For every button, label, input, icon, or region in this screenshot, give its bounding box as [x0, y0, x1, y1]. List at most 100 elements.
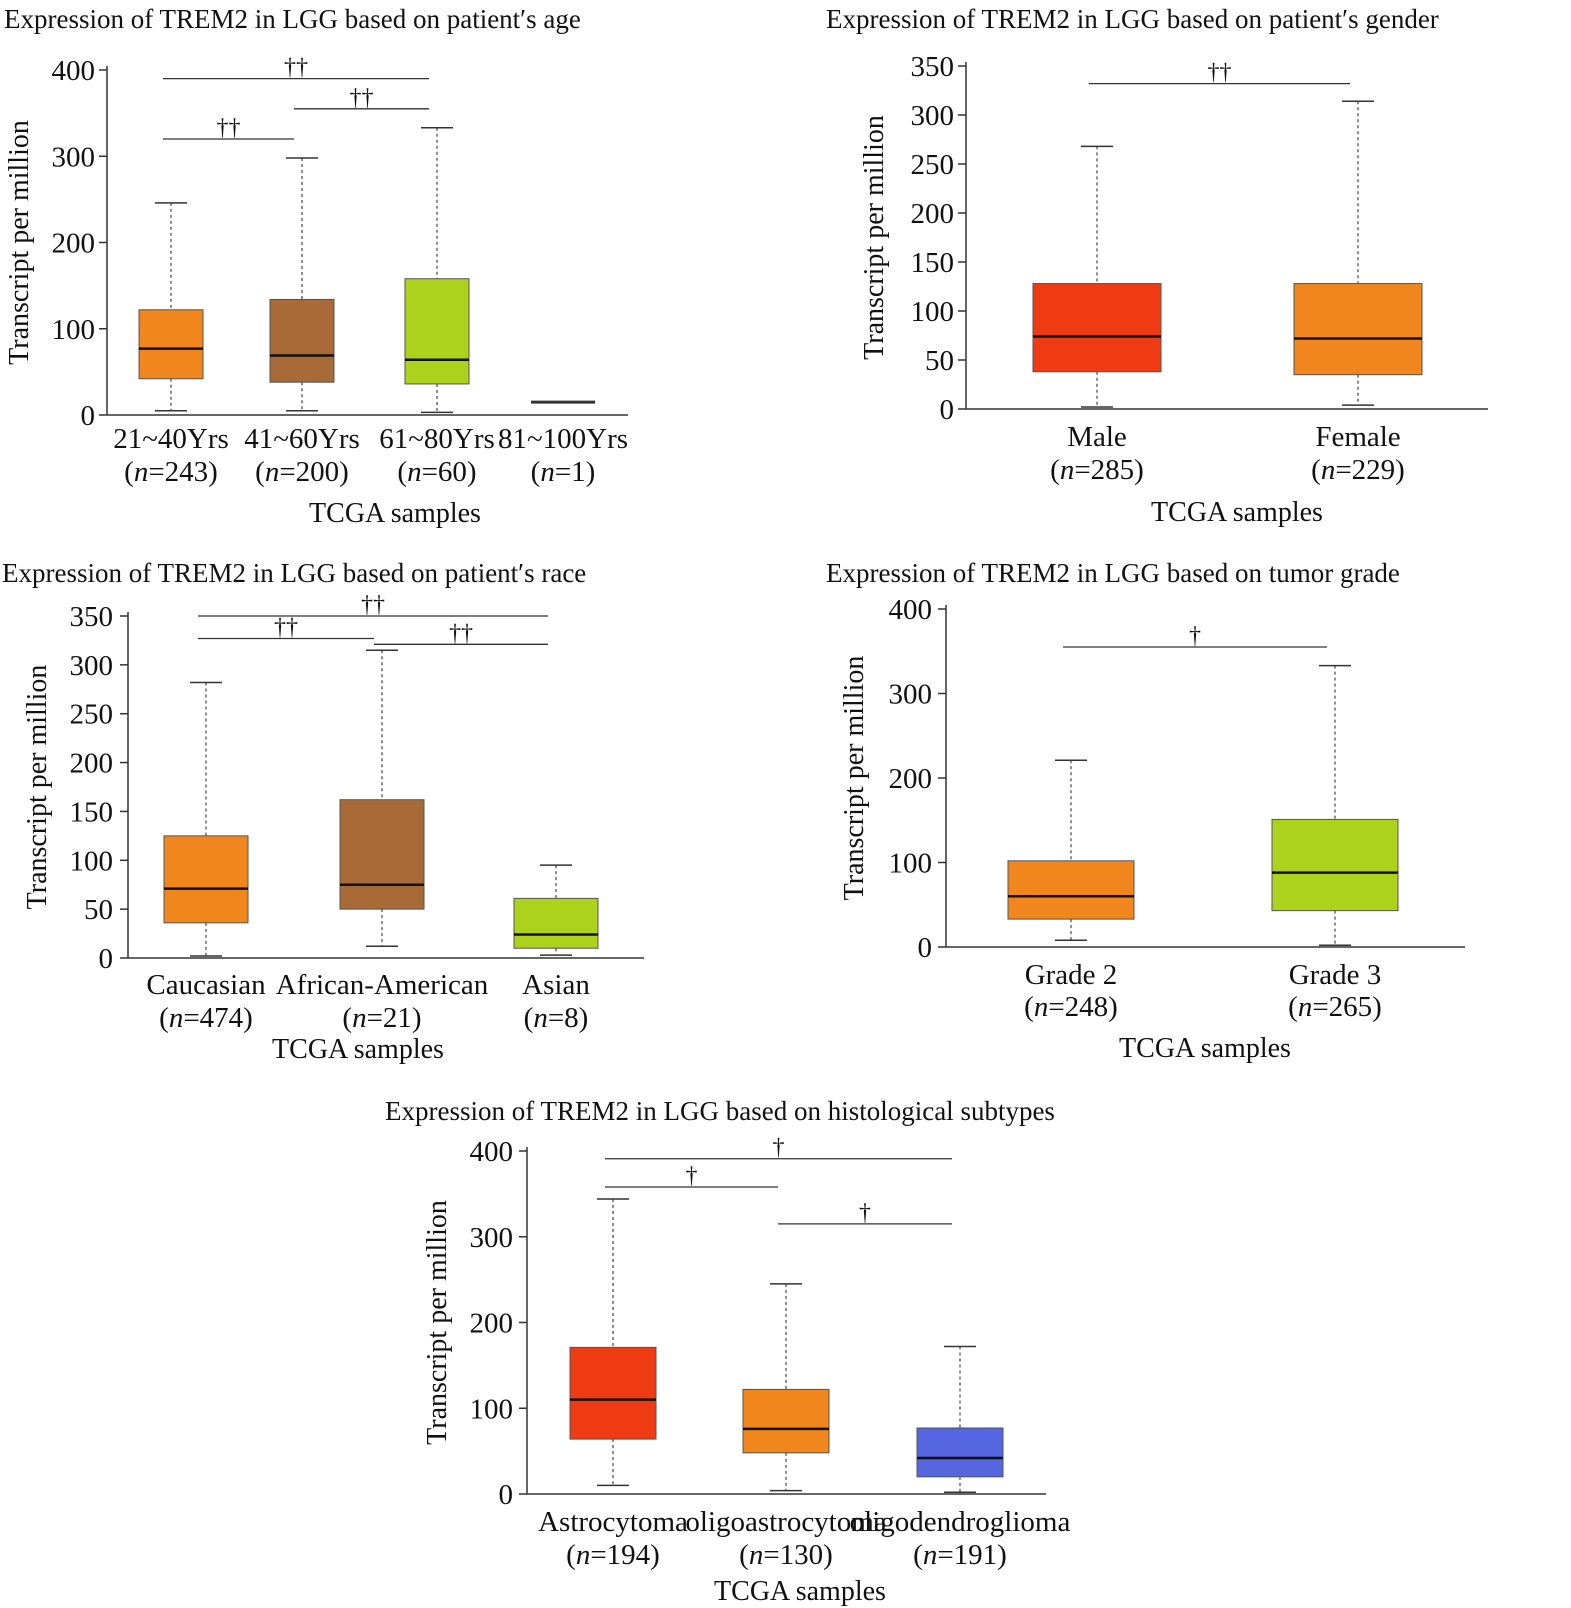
category-count: (n=130) [739, 1539, 833, 1571]
y-tick-label: 0 [99, 943, 114, 975]
y-tick-label: 300 [911, 100, 955, 132]
category-count: (n=21) [342, 1002, 421, 1034]
box-1 [569, 1198, 657, 1487]
y-tick-label: 200 [470, 1308, 514, 1340]
box-3 [916, 1345, 1004, 1494]
y-tick-label: 400 [889, 594, 933, 626]
significance-mark: †† [284, 55, 308, 81]
category-label: 81~100Yrs [498, 423, 628, 455]
y-tick-label: 200 [70, 748, 114, 780]
category-count: (n=1) [531, 456, 596, 488]
box-3 [513, 864, 599, 956]
significance-mark: † [773, 1135, 785, 1161]
y-tick-label: 100 [889, 848, 933, 880]
chart-panel-1: Expression of TREM2 in LGG based on pati… [4, 4, 628, 529]
category-count: (n=191) [913, 1539, 1007, 1571]
chart-panel-4: Expression of TREM2 in LGG based on tumo… [826, 558, 1465, 1064]
box-2 [742, 1283, 830, 1492]
y-tick-label: 200 [52, 228, 96, 260]
y-tick-label: 100 [52, 314, 96, 346]
category-label: Male [1067, 421, 1127, 453]
chart-panel-5: Expression of TREM2 in LGG based on hist… [385, 1096, 1070, 1607]
y-tick-label: 100 [70, 845, 114, 877]
category-label: 41~60Yrs [244, 423, 360, 455]
box-body [138, 309, 204, 380]
category-label: Astrocytoma [538, 1506, 688, 1538]
box-body [1032, 283, 1162, 373]
y-tick-label: 350 [911, 51, 955, 83]
significance-mark: † [1189, 623, 1201, 649]
category-count: (n=243) [124, 456, 218, 488]
chart-panel-2: Expression of TREM2 in LGG based on pati… [826, 4, 1488, 528]
y-tick-label: 100 [911, 296, 955, 328]
y-tick-label: 400 [470, 1136, 514, 1168]
box-3 [404, 127, 470, 414]
category-label: oligodendroglioma [850, 1506, 1071, 1538]
category-count: (n=60) [397, 456, 476, 488]
box-body [269, 298, 335, 383]
y-tick-label: 0 [499, 1479, 514, 1511]
category-label: Asian [522, 969, 590, 1001]
y-axis-label: Transcript per million [4, 120, 35, 365]
y-tick-label: 250 [911, 149, 955, 181]
significance-mark: †† [217, 115, 241, 141]
x-axis-label: TCGA samples [309, 498, 481, 529]
significance-mark: † [859, 1200, 871, 1226]
category-label: Grade 3 [1289, 959, 1382, 991]
category-label: 61~80Yrs [379, 423, 495, 455]
y-tick-label: 0 [918, 932, 933, 964]
significance-mark: †† [274, 614, 298, 640]
y-tick-label: 300 [52, 141, 96, 173]
x-axis-label: TCGA samples [1151, 497, 1323, 528]
y-tick-label: 200 [911, 198, 955, 230]
category-label: Female [1315, 421, 1400, 453]
x-axis-label: TCGA samples [272, 1034, 444, 1065]
y-tick-label: 150 [911, 247, 955, 279]
box-body [916, 1427, 1004, 1478]
significance-mark: †† [350, 85, 374, 111]
y-tick-label: 300 [889, 679, 933, 711]
category-count: (n=8) [524, 1002, 589, 1034]
box-2 [339, 649, 425, 948]
category-count: (n=248) [1024, 991, 1118, 1023]
chart-title: Expression of TREM2 in LGG based on pati… [2, 558, 586, 588]
box-body [742, 1388, 830, 1454]
category-label: 21~40Yrs [113, 423, 229, 455]
chart-title: Expression of TREM2 in LGG based on hist… [385, 1096, 1055, 1126]
x-axis-label: TCGA samples [1119, 1033, 1291, 1064]
y-tick-label: 300 [470, 1222, 514, 1254]
y-tick-label: 350 [70, 601, 114, 633]
category-label: African-American [276, 969, 489, 1001]
box-body [404, 278, 470, 385]
y-axis-label: Transcript per million [422, 1200, 453, 1445]
significance-mark: †† [1208, 60, 1232, 86]
chart-title: Expression of TREM2 in LGG based on pati… [4, 4, 581, 34]
y-tick-label: 0 [940, 394, 955, 426]
significance-mark: †† [449, 620, 473, 646]
box-2 [1271, 664, 1399, 947]
box-body [163, 835, 249, 924]
box-body [339, 799, 425, 910]
category-count: (n=265) [1288, 991, 1382, 1023]
y-tick-label: 300 [70, 650, 114, 682]
y-tick-label: 150 [70, 796, 114, 828]
y-tick-label: 100 [470, 1393, 514, 1425]
box-2 [269, 157, 335, 412]
box-2 [1293, 100, 1423, 406]
box-1 [1032, 145, 1162, 408]
chart-title: Expression of TREM2 in LGG based on tumo… [826, 558, 1400, 588]
category-label: Grade 2 [1025, 959, 1118, 991]
box-body [1007, 860, 1135, 920]
box-body [569, 1346, 657, 1440]
box-1 [138, 202, 204, 412]
category-count: (n=200) [255, 456, 349, 488]
chart-panel-3: Expression of TREM2 in LGG based on pati… [2, 558, 644, 1065]
box-body [1271, 818, 1399, 912]
y-tick-label: 400 [52, 55, 96, 87]
category-count: (n=194) [566, 1539, 660, 1571]
category-count: (n=229) [1311, 454, 1405, 486]
significance-mark: † [686, 1163, 698, 1189]
x-axis-label: TCGA samples [714, 1576, 886, 1607]
y-tick-label: 50 [925, 345, 954, 377]
